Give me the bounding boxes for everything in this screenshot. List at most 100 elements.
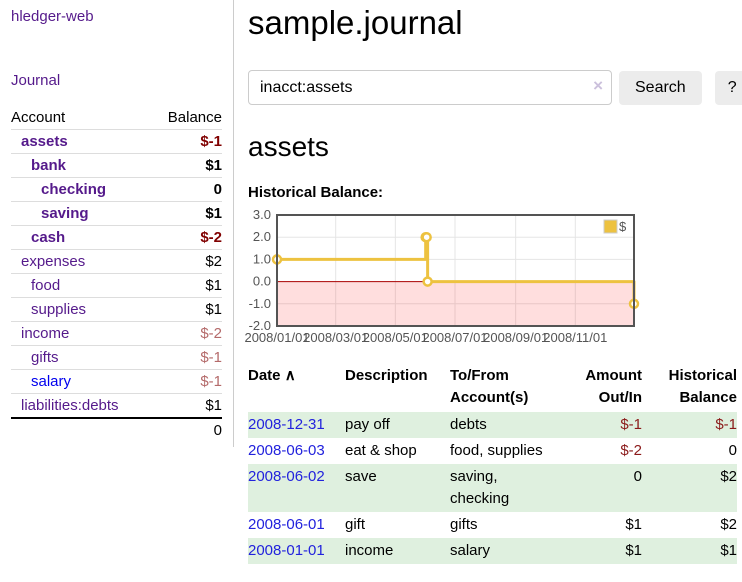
svg-text:2008/09/01: 2008/09/01 (483, 330, 548, 345)
chart-canvas[interactable]: $3.0 2.0 1.0 0.0 -1.0 -2.02008/01/012008/03/0… (245, 206, 645, 351)
transaction-balance: $2 (720, 516, 737, 533)
register-header-row: Date ∧ Description To/From Account(s) Am… (248, 362, 737, 412)
transaction-balance: $1 (642, 538, 737, 564)
svg-text:2008/01/01: 2008/01/01 (245, 330, 310, 345)
account-row: liabilities:debts $1 (11, 393, 222, 418)
account-link[interactable]: supplies (31, 301, 87, 318)
register-header-balance-line1: Historical (668, 367, 737, 384)
transaction-description: pay off (345, 412, 450, 438)
accounts-table: Account Balance assets $-1 bank $1 checking 0… (11, 106, 222, 442)
account-balance: $1 (151, 393, 222, 418)
svg-text:2008/07/01: 2008/07/01 (422, 330, 487, 345)
transaction-accounts: saving, checking (450, 464, 560, 512)
transaction-accounts: salary (450, 538, 560, 564)
accounts-header-account: Account (11, 106, 152, 130)
account-row: cash $-2 (11, 225, 222, 250)
sidebar-divider (233, 0, 234, 447)
search-box: × (248, 70, 612, 105)
register-header-accounts-line2: Account(s) (450, 389, 529, 406)
transaction-date-link[interactable]: 2008-06-01 (248, 516, 325, 533)
transaction-date-link[interactable]: 2008-06-03 (248, 442, 325, 459)
transaction-amount: $-2 (620, 442, 642, 459)
account-balance: 0 (151, 177, 222, 202)
register-header-accounts-line1: To/From (450, 367, 509, 384)
transaction-description: income (345, 538, 450, 564)
transaction-row: 2008-06-01 gift gifts $1 $2 (248, 512, 737, 538)
accounts-total: 0 (151, 417, 222, 442)
register-header-description: Description (345, 367, 428, 384)
transaction-row: 2008-06-02 save saving, checking 0 $2 (248, 464, 737, 512)
transaction-date-link[interactable]: 2008-01-01 (248, 542, 325, 559)
transaction-row: 2008-01-01 income salary $1 $1 (248, 538, 737, 564)
historical-balance-chart[interactable]: $3.0 2.0 1.0 0.0 -1.0 -2.0 2008/01/01 2008/03/0… (245, 206, 645, 351)
account-row: income $-2 (11, 321, 222, 346)
account-link[interactable]: gifts (31, 349, 59, 366)
accounts-total-row: 0 (11, 417, 222, 442)
account-balance: $1 (151, 201, 222, 226)
transaction-row: 2008-12-31 pay off debts $-1 $-1 (248, 412, 737, 438)
account-link[interactable]: food (31, 277, 61, 294)
account-link[interactable]: checking (41, 181, 107, 198)
account-balance: $-1 (151, 129, 222, 154)
account-link[interactable]: liabilities:debts (21, 397, 119, 414)
account-link[interactable]: salary (31, 373, 72, 390)
account-link[interactable]: bank (31, 157, 67, 174)
transaction-description: save (345, 464, 450, 512)
svg-text:2.0: 2.0 (253, 229, 271, 244)
transaction-accounts: debts (450, 412, 560, 438)
transaction-row: 2008-06-03 eat & shop food, supplies $-2 0 (248, 438, 737, 464)
account-row: saving $1 (11, 201, 222, 226)
account-row: expenses $2 (11, 249, 222, 274)
clear-search-icon[interactable]: × (593, 76, 603, 95)
svg-text:-2.0: -2.0 (249, 318, 271, 333)
svg-text:0.0: 0.0 (253, 274, 271, 289)
account-row: food $1 (11, 273, 222, 298)
search-button[interactable]: Search (619, 70, 702, 105)
svg-text:3.0: 3.0 (253, 207, 271, 222)
register-header-balance: Historical Balance (642, 362, 737, 412)
svg-text:$: $ (619, 219, 627, 234)
account-row: assets $-1 (11, 129, 222, 154)
account-balance: $1 (151, 297, 222, 322)
transaction-date-link[interactable]: 2008-06-02 (248, 468, 325, 485)
transaction-accounts: gifts (450, 516, 478, 533)
page-title: sample.journal (248, 4, 463, 41)
transaction-balance: $2 (642, 464, 737, 512)
main-content: sample.journal × Search ? assets Histori… (245, 0, 742, 564)
svg-text:1.0: 1.0 (253, 251, 271, 266)
register-header-amount: Amount Out/In (560, 362, 642, 412)
chart-title: Historical Balance: (248, 184, 384, 201)
transaction-amount: 0 (560, 464, 642, 512)
account-link[interactable]: income (21, 325, 70, 342)
transaction-date-link[interactable]: 2008-12-31 (248, 416, 325, 433)
transaction-amount: $-1 (560, 412, 642, 438)
register-table: Date ∧ Description To/From Account(s) Am… (248, 362, 737, 564)
sort-ascending-icon: ∧ (284, 367, 296, 384)
account-row: checking 0 (11, 177, 222, 202)
account-heading: assets (248, 131, 329, 162)
svg-text:2008/05/01: 2008/05/01 (363, 330, 428, 345)
account-link[interactable]: assets (21, 133, 68, 150)
brand-link[interactable]: hledger-web (11, 8, 94, 25)
transaction-description: gift (345, 516, 366, 533)
account-link[interactable]: cash (31, 229, 66, 246)
transaction-balance: $-1 (642, 412, 737, 438)
register-header-date-label: Date (248, 367, 281, 384)
register-header-accounts: To/From Account(s) (450, 362, 560, 412)
account-link[interactable]: expenses (21, 253, 86, 270)
account-balance: $-2 (151, 225, 222, 250)
account-link[interactable]: saving (41, 205, 89, 222)
transaction-amount: $1 (560, 538, 642, 564)
transaction-balance: 0 (728, 442, 737, 459)
account-balance: $-1 (151, 345, 222, 370)
accounts-header-balance: Balance (151, 106, 222, 130)
help-button[interactable]: ? (714, 70, 742, 105)
register-header-amount-line2: Out/In (598, 389, 642, 406)
svg-text:2008/03/01: 2008/03/01 (303, 330, 368, 345)
register-header-date[interactable]: Date ∧ (248, 362, 345, 412)
transaction-accounts: food, supplies (450, 442, 543, 459)
account-row: salary $-1 (11, 369, 222, 394)
account-row: supplies $1 (11, 297, 222, 322)
sidebar-item-journal[interactable]: Journal (11, 72, 61, 89)
search-input[interactable] (248, 70, 612, 105)
